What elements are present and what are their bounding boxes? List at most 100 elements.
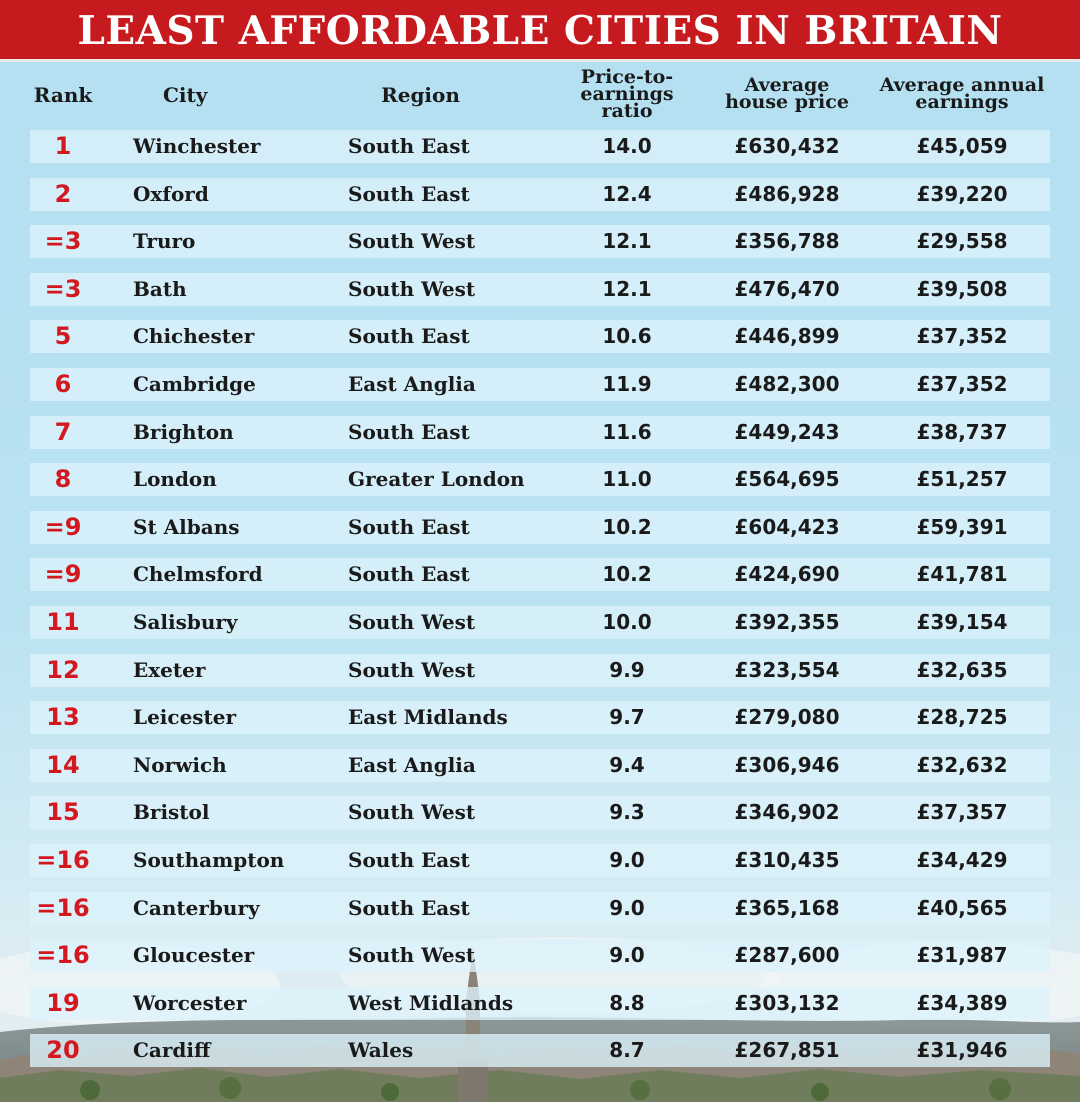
- earnings-cell: £38,737: [916, 420, 1008, 444]
- city-cell: Winchester: [133, 134, 261, 158]
- earnings-cell: £29,558: [916, 229, 1008, 253]
- ratio-cell: 9.7: [609, 705, 645, 729]
- ratio-cell: 12.1: [602, 277, 652, 301]
- region-cell: South West: [348, 229, 476, 253]
- table-row: =16 Southampton South East 9.0 £310,435 £34,4…: [30, 844, 1050, 877]
- city-cell: Southampton: [133, 848, 285, 872]
- earnings-cell: £41,781: [916, 562, 1008, 586]
- region-cell: West Midlands: [348, 991, 514, 1015]
- ratio-cell: 9.3: [609, 800, 645, 824]
- page-title: LEAST AFFORDABLE CITIES IN BRITAIN: [77, 8, 1003, 54]
- table-row: 20 Cardiff Wales 8.7 £267,851 £31,946: [30, 1034, 1050, 1067]
- region-cell: South East: [348, 420, 470, 444]
- table-row: 19 Worcester West Midlands 8.8 £303,132 £34,3…: [30, 987, 1050, 1020]
- city-cell: Truro: [133, 229, 196, 253]
- title-bar: LEAST AFFORDABLE CITIES IN BRITAIN: [0, 0, 1080, 62]
- house-price-cell: £482,300: [734, 372, 840, 396]
- house-price-cell: £424,690: [734, 562, 840, 586]
- earnings-cell: £37,357: [916, 800, 1008, 824]
- ratio-cell: 10.2: [602, 562, 652, 586]
- region-cell: South East: [348, 324, 470, 348]
- region-cell: South West: [348, 800, 476, 824]
- city-cell: Norwich: [133, 753, 227, 777]
- city-cell: Salisbury: [133, 610, 238, 634]
- ratio-cell: 14.0: [602, 134, 652, 158]
- region-cell: South East: [348, 182, 470, 206]
- earnings-cell: £39,154: [916, 610, 1008, 634]
- rank-cell: 2: [54, 180, 72, 208]
- rank-cell: =16: [36, 846, 90, 874]
- region-cell: South West: [348, 658, 476, 682]
- ratio-cell: 9.0: [609, 943, 645, 967]
- table-row: 8 London Greater London 11.0 £564,695 £51,257: [30, 463, 1050, 496]
- ratio-cell: 10.2: [602, 515, 652, 539]
- house-price-cell: £365,168: [734, 896, 840, 920]
- rank-cell: 20: [46, 1036, 80, 1064]
- ratio-cell: 8.7: [609, 1038, 645, 1062]
- city-cell: Cambridge: [133, 372, 256, 396]
- region-cell: South East: [348, 134, 470, 158]
- city-cell: Cardiff: [133, 1038, 211, 1062]
- rank-cell: =9: [44, 513, 82, 541]
- city-cell: Brighton: [133, 420, 234, 444]
- table-row: 1 Winchester South East 14.0 £630,432 £45,059: [30, 130, 1050, 163]
- rank-cell: =16: [36, 941, 90, 969]
- house-price-cell: £604,423: [734, 515, 840, 539]
- rank-cell: =16: [36, 894, 90, 922]
- table-row: =3 Truro South West 12.1 £356,788 £29,558: [30, 225, 1050, 258]
- earnings-cell: £37,352: [916, 372, 1008, 396]
- house-price-cell: £346,902: [734, 800, 840, 824]
- header-average-annual-earnings: Average annual earnings: [879, 74, 1045, 113]
- table-row: 7 Brighton South East 11.6 £449,243 £38,737: [30, 416, 1050, 449]
- table-row: 12 Exeter South West 9.9 £323,554 £32,635: [30, 654, 1050, 687]
- ratio-cell: 11.0: [602, 467, 652, 491]
- table-row: =3 Bath South West 12.1 £476,470 £39,508: [30, 273, 1050, 306]
- city-cell: Chelmsford: [133, 562, 263, 586]
- earnings-cell: £51,257: [916, 467, 1008, 491]
- house-price-cell: £279,080: [734, 705, 840, 729]
- house-price-cell: £449,243: [734, 420, 840, 444]
- table-row: 5 Chichester South East 10.6 £446,899 £37,352: [30, 320, 1050, 353]
- rank-cell: 12: [46, 656, 80, 684]
- city-cell: Exeter: [133, 658, 206, 682]
- region-cell: East Midlands: [348, 705, 508, 729]
- rank-cell: 14: [46, 751, 80, 779]
- earnings-cell: £37,352: [916, 324, 1008, 348]
- header-city: City: [163, 83, 208, 107]
- ratio-cell: 11.9: [602, 372, 652, 396]
- region-cell: South East: [348, 848, 470, 872]
- region-cell: South East: [348, 896, 470, 920]
- city-cell: Worcester: [133, 991, 247, 1015]
- table-row: 2 Oxford South East 12.4 £486,928 £39,220: [30, 178, 1050, 211]
- ratio-cell: 9.0: [609, 896, 645, 920]
- header-rank: Rank: [33, 83, 93, 107]
- house-price-cell: £564,695: [734, 467, 840, 491]
- rank-cell: =3: [44, 227, 82, 255]
- house-price-cell: £310,435: [734, 848, 840, 872]
- earnings-cell: £39,508: [916, 277, 1008, 301]
- rank-cell: =3: [44, 275, 82, 303]
- header-region: Region: [381, 83, 460, 107]
- house-price-cell: £306,946: [734, 753, 840, 777]
- ratio-cell: 8.8: [609, 991, 645, 1015]
- earnings-cell: £39,220: [916, 182, 1008, 206]
- rank-cell: 5: [54, 322, 72, 350]
- earnings-cell: £31,946: [916, 1038, 1008, 1062]
- house-price-cell: £323,554: [734, 658, 840, 682]
- house-price-cell: £486,928: [734, 182, 840, 206]
- header-average-house-price: Average house price: [725, 74, 849, 113]
- table-row: 11 Salisbury South West 10.0 £392,355 £39,154: [30, 606, 1050, 639]
- house-price-cell: £446,899: [734, 324, 840, 348]
- region-cell: South West: [348, 943, 476, 967]
- ratio-cell: 9.0: [609, 848, 645, 872]
- region-cell: South West: [348, 277, 476, 301]
- city-cell: Canterbury: [133, 896, 260, 920]
- city-cell: Oxford: [133, 182, 209, 206]
- ratio-cell: 12.1: [602, 229, 652, 253]
- ratio-cell: 10.0: [602, 610, 652, 634]
- earnings-cell: £45,059: [916, 134, 1008, 158]
- earnings-cell: £28,725: [916, 705, 1008, 729]
- rank-cell: 13: [46, 703, 80, 731]
- city-cell: London: [133, 467, 217, 491]
- table-row: =16 Canterbury South East 9.0 £365,168 £40,56…: [30, 892, 1050, 925]
